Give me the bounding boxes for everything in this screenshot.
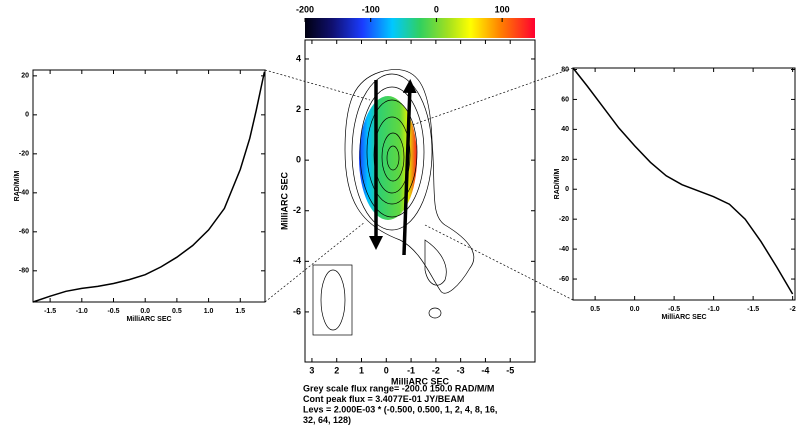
contour: [425, 240, 446, 285]
y-tick-label: 80: [561, 66, 569, 73]
y-tick-label: -40: [559, 246, 569, 253]
x-tick-label: -2: [432, 365, 440, 375]
x-tick-label: -1.0: [708, 306, 720, 313]
y-tick-label: 20: [21, 73, 29, 80]
colorbar-tick-label: 0: [434, 4, 439, 14]
connector: [265, 70, 370, 100]
y-tick-label: -80: [19, 268, 29, 275]
x-tick-label: 0.0: [140, 308, 150, 315]
x-axis-label: MilliARC SEC: [661, 314, 706, 321]
plot-frame: [573, 68, 795, 300]
colorbar-tick-label: -200: [296, 4, 314, 14]
x-tick-label: 1.5: [235, 308, 245, 315]
x-tick-label: 2: [334, 365, 339, 375]
map-art: [265, 18, 573, 335]
connector: [265, 222, 365, 302]
contour: [429, 308, 441, 318]
x-tick-label: -1: [407, 365, 415, 375]
x-tick-label: -4: [481, 365, 489, 375]
x-tick-label: 0.0: [630, 306, 640, 313]
y-tick-label: 40: [561, 126, 569, 133]
y-tick-label: 20: [561, 156, 569, 163]
colorbar-tick-label: 100: [495, 4, 510, 14]
note: Cont peak flux = 3.4077E-01 JY/BEAM: [303, 394, 464, 404]
page: {"chart_data":[ {"type":"line","xlabel":…: [0, 0, 796, 426]
x-tick-label: 0: [384, 365, 389, 375]
plot-frame: [33, 70, 265, 302]
y-axis-label: RAD/M/M: [554, 168, 561, 199]
beam-box: [313, 265, 352, 335]
note: 32, 64, 128): [303, 415, 351, 425]
x-axis-label: MilliARC SEC: [126, 316, 171, 323]
colorbar-tick-label: -100: [362, 4, 380, 14]
x-tick-label: 0.5: [172, 308, 182, 315]
curve: [573, 68, 793, 294]
colorbar: [305, 18, 535, 38]
y-tick-label: -20: [559, 216, 569, 223]
note: Grey scale flux range= -200.0 150.0 RAD/…: [303, 383, 494, 393]
x-tick-label: -1.5: [44, 308, 56, 315]
y-axis-label: RAD/M/M: [14, 170, 21, 201]
x-tick-label: 0.5: [590, 306, 600, 313]
beam: [321, 270, 345, 330]
x-tick-label: -0.5: [107, 308, 119, 315]
y-tick-label: -60: [19, 229, 29, 236]
y-tick-label: -60: [559, 276, 569, 283]
x-tick-label: -2: [790, 306, 796, 313]
y-tick-label: -20: [19, 151, 29, 158]
x-tick-label: 1.0: [204, 308, 214, 315]
y-tick-label: -6: [293, 306, 301, 316]
note: Levs = 2.000E-03 * (-0.500, 0.500, 1, 2,…: [303, 404, 497, 414]
x-tick-label: -5: [506, 365, 514, 375]
curve: [33, 72, 264, 302]
figure: -1.5-1.0-0.50.00.51.01.5200-20-40-60-80M…: [0, 0, 796, 426]
x-tick-label: -0.5: [668, 306, 680, 313]
y-axis-label: MilliARC SEC: [279, 172, 289, 231]
y-tick-label: -2: [293, 205, 301, 215]
connector: [412, 68, 573, 125]
x-tick-label: -3: [457, 365, 465, 375]
y-tick-label: -4: [293, 256, 301, 266]
y-tick-label: 0: [25, 112, 29, 119]
x-tick-label: -1.0: [76, 308, 88, 315]
connector: [425, 225, 573, 300]
y-tick-label: 60: [561, 96, 569, 103]
x-tick-label: 1: [359, 365, 364, 375]
plot-frame: [305, 40, 535, 362]
y-tick-label: 4: [296, 53, 301, 63]
y-tick-label: 0: [296, 155, 301, 165]
y-tick-label: 2: [296, 104, 301, 114]
y-tick-label: 0: [565, 186, 569, 193]
x-tick-label: 3: [309, 365, 314, 375]
x-tick-label: -1.5: [747, 306, 759, 313]
